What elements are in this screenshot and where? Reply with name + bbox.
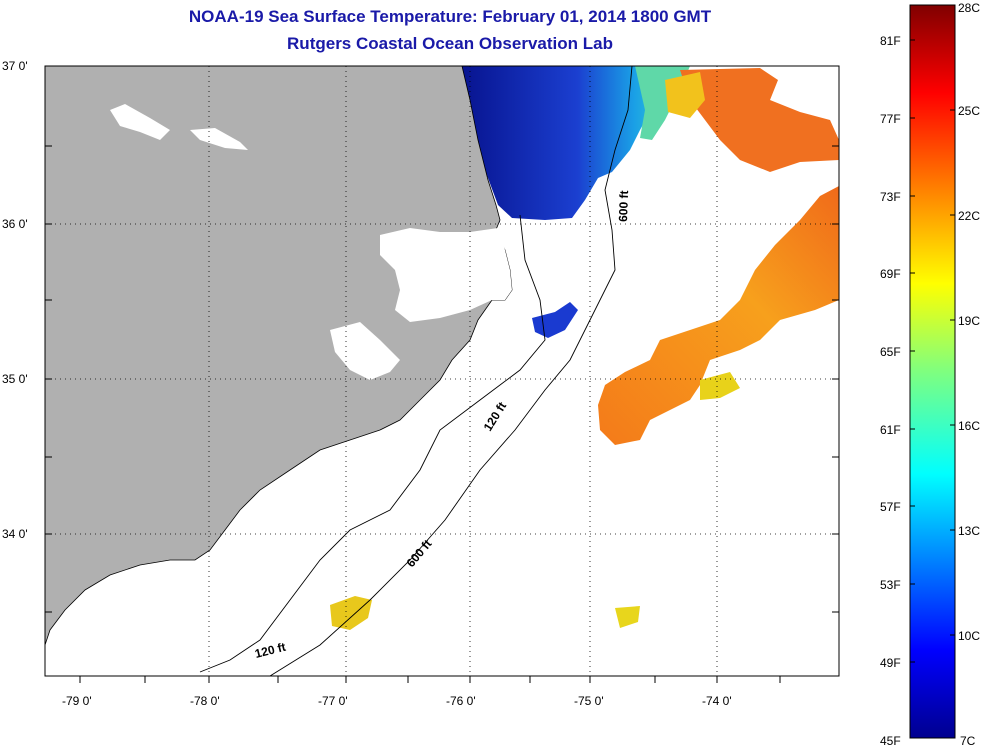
axis-ticks: [45, 65, 839, 683]
warm-patch-south: [330, 596, 372, 630]
cbar-f-69: 69F: [880, 267, 901, 281]
cbar-f-65: 65F: [880, 345, 901, 359]
map-subtitle: Rutgers Coastal Ocean Observation Lab: [287, 34, 613, 53]
cbar-c-25: 25C: [958, 104, 980, 118]
sound-south: [330, 322, 400, 380]
map-title: NOAA-19 Sea Surface Temperature: Februar…: [188, 7, 712, 26]
cbar-c-7: 7C: [960, 734, 976, 748]
plot-frame: [44, 65, 840, 677]
cbar-c-16: 16C: [958, 419, 980, 433]
inland-lake-2: [190, 128, 248, 150]
contour-label-600-north: 600 ft: [616, 190, 631, 222]
contour-120ft: [199, 214, 546, 673]
graticule: [45, 66, 839, 676]
warm-region-band: [598, 186, 839, 445]
pamlico-sound: [380, 228, 512, 322]
lon-label-76: -76 0': [446, 694, 476, 708]
lon-label-78: -78 0': [190, 694, 220, 708]
lon-label-77: -77 0': [318, 694, 348, 708]
lon-label-74: -74 0': [702, 694, 732, 708]
cbar-c-22: 22C: [958, 209, 980, 223]
cbar-c-19: 19C: [958, 314, 980, 328]
cbar-f-57: 57F: [880, 500, 901, 514]
cbar-f-49: 49F: [880, 656, 901, 670]
lat-label-37: 37 0': [2, 59, 28, 73]
inland-lake: [110, 104, 170, 140]
lat-label-35: 35 0': [2, 372, 28, 386]
cbar-f-53: 53F: [880, 578, 901, 592]
cbar-c-13: 13C: [958, 524, 980, 538]
warm-region-north: [680, 68, 839, 172]
cbar-c-28: 28C: [958, 1, 980, 15]
cbar-f-81: 81F: [880, 34, 901, 48]
land-mass: [45, 66, 513, 646]
cbar-f-45: 45F: [880, 734, 901, 748]
cbar-f-77: 77F: [880, 112, 901, 126]
lon-label-75: -75 0': [574, 694, 604, 708]
cbar-c-10: 10C: [958, 629, 980, 643]
lon-label-79: -79 0': [62, 694, 92, 708]
cbar-f-73: 73F: [880, 190, 901, 204]
contour-600ft: [269, 66, 633, 676]
colorbar: [909, 4, 956, 739]
cbar-f-61: 61F: [880, 423, 901, 437]
lat-label-36: 36 0': [2, 217, 28, 231]
warm-patch-south-2: [615, 606, 640, 628]
colorbar-ticks: [910, 39, 955, 663]
warm-region-north-yellow: [665, 72, 705, 118]
lat-label-34: 34 0': [2, 527, 28, 541]
cold-water-region: [452, 66, 680, 220]
